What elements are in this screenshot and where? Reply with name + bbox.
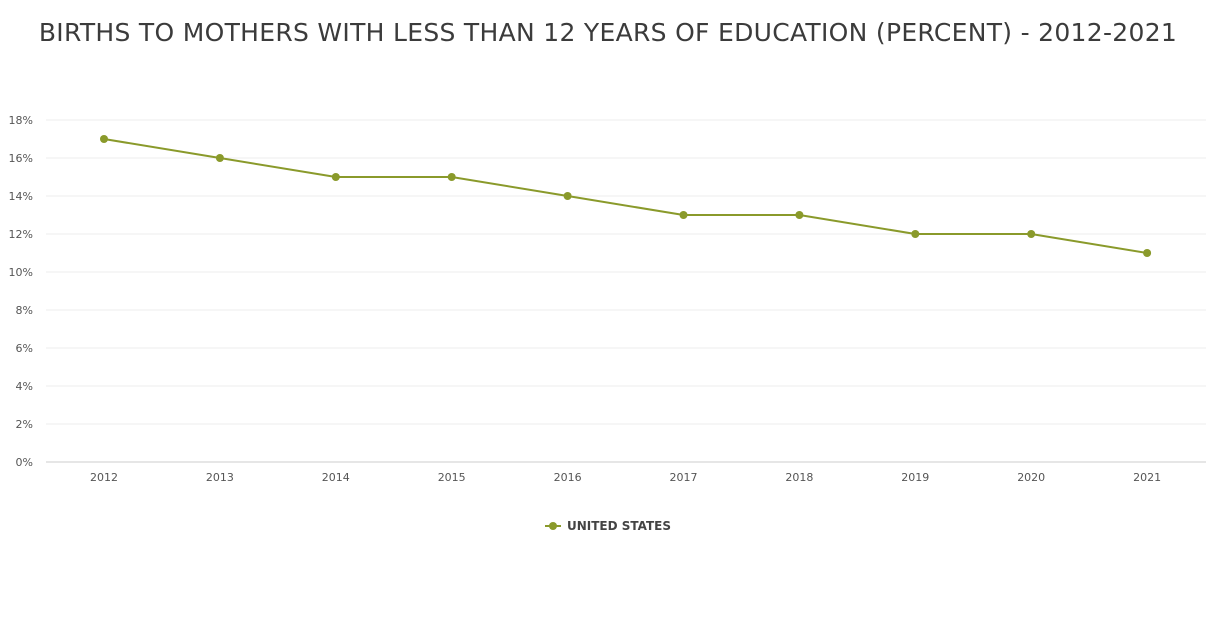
data-point[interactable] (215, 154, 224, 162)
y-tick-label: 10% (9, 266, 33, 279)
legend-item-united-states[interactable]: UNITED STATES (544, 519, 672, 533)
x-tick-label: 2013 (206, 471, 234, 484)
x-tick-label: 2021 (1133, 471, 1161, 484)
x-tick-label: 2018 (785, 471, 813, 484)
data-point[interactable] (331, 173, 340, 181)
chart-title: BIRTHS TO MOTHERS WITH LESS THAN 12 YEAR… (38, 18, 1178, 47)
series-layer (100, 135, 1152, 257)
x-axis: 2012 2013 2014 2015 2016 2017 2018 2019 2020 2021 (46, 461, 1206, 484)
x-tick-label: 2016 (554, 471, 582, 484)
y-tick-label: 14% (9, 190, 33, 203)
y-tick-label: 16% (9, 152, 33, 165)
x-tick-label: 2019 (901, 471, 929, 484)
gridlines (46, 119, 1206, 425)
x-tick-label: 2014 (322, 471, 350, 484)
data-point[interactable] (1027, 230, 1036, 238)
series-line (103, 138, 1148, 254)
data-point[interactable] (679, 211, 688, 219)
data-point[interactable] (795, 211, 804, 219)
legend-marker-icon (544, 522, 561, 530)
legend-label: UNITED STATES (566, 519, 672, 533)
legend: UNITED STATES (0, 519, 1216, 533)
data-point[interactable] (447, 173, 456, 181)
y-axis: 0% 2% 4% 6% 8% 10% 12% 14% 16% 18% (9, 114, 33, 469)
y-tick-label: 2% (16, 418, 33, 431)
x-tick-label: 2020 (1017, 471, 1045, 484)
y-tick-label: 0% (16, 456, 33, 469)
data-point[interactable] (100, 135, 108, 143)
data-point[interactable] (1143, 249, 1152, 257)
data-point[interactable] (563, 192, 572, 200)
x-tick-label: 2017 (670, 471, 698, 484)
y-tick-label: 6% (16, 342, 33, 355)
y-tick-label: 18% (9, 114, 33, 127)
data-point[interactable] (911, 230, 920, 238)
x-tick-label: 2015 (438, 471, 466, 484)
y-tick-label: 4% (16, 380, 33, 393)
y-tick-label: 12% (9, 228, 33, 241)
y-tick-label: 8% (16, 304, 33, 317)
x-tick-label: 2012 (90, 471, 118, 484)
